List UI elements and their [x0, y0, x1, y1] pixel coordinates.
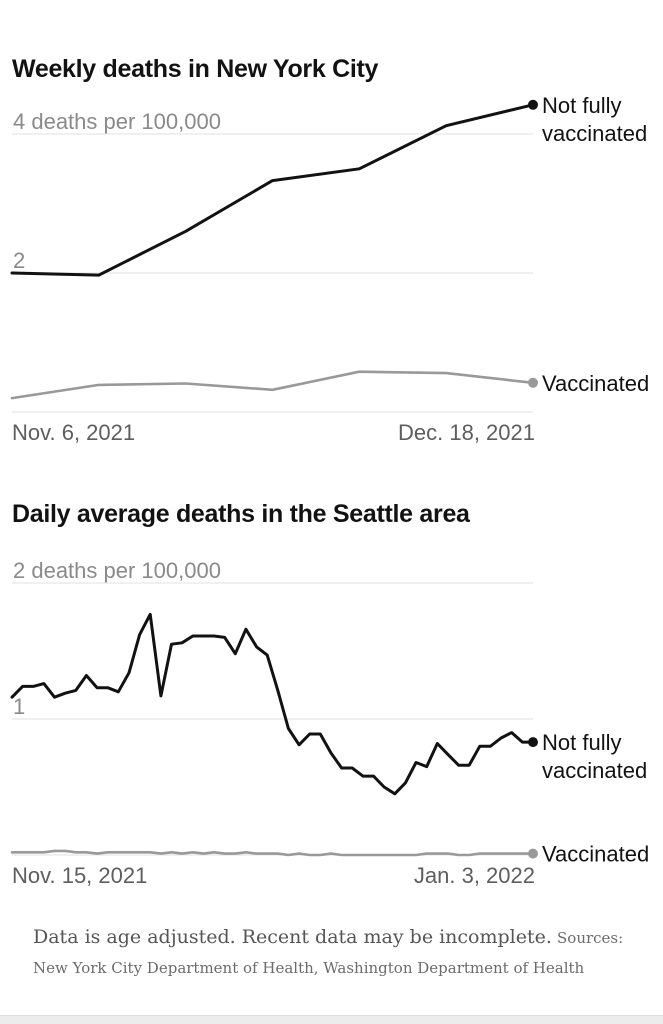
y-tick-label: 4 deaths per 100,000: [13, 109, 221, 134]
y-tick-label: 2 deaths per 100,000: [13, 558, 221, 583]
seattle-chart: Daily average deaths in the Seattle area…: [0, 500, 663, 900]
nyc-chart-svg: 4 deaths per 100,000 2 Nov. 6, 2021 Dec. 18…: [10, 93, 649, 445]
end-marker-not-fully-vaccinated: [528, 99, 538, 110]
chart-title: Daily average deaths in the Seattle area: [12, 500, 470, 528]
x-tick-label: Jan. 3, 2022: [414, 863, 535, 888]
bottom-bar: [0, 1015, 663, 1024]
nyc-chart: Weekly deaths in New York City 4 deaths …: [0, 55, 663, 455]
x-tick-label: Dec. 18, 2021: [398, 420, 535, 445]
end-marker-not-fully-vaccinated: [528, 737, 538, 748]
seattle-chart-svg: 2 deaths per 100,000 1 Nov. 15, 2021 Jan. 3…: [10, 558, 649, 888]
chart-title: Weekly deaths in New York City: [12, 55, 379, 83]
series-label-not-fully-vaccinated: Not fully vaccinated: [542, 730, 647, 783]
footer-note: Data is age adjusted. Recent data may be…: [33, 926, 552, 948]
series-line-not-fully-vaccinated: [10, 103, 535, 277]
x-tick-label: Nov. 15, 2021: [12, 863, 147, 888]
series-line-not-fully-vaccinated: [10, 612, 535, 796]
x-tick-label: Nov. 6, 2021: [12, 420, 135, 445]
series-label-vaccinated: Vaccinated: [542, 371, 649, 396]
y-tick-label: 1: [13, 694, 25, 719]
footer: Data is age adjusted. Recent data may be…: [33, 922, 633, 983]
series-line-vaccinated: [10, 849, 535, 857]
y-tick-label: 2: [13, 248, 25, 273]
footer-sources: Sources: New York City Department of Hea…: [33, 929, 624, 977]
series-line-vaccinated: [10, 370, 535, 400]
series-label-not-fully-vaccinated: Not fully vaccinated: [542, 93, 647, 146]
end-marker-vaccinated: [528, 848, 538, 859]
end-marker-vaccinated: [528, 377, 538, 388]
series-label-vaccinated: Vaccinated: [542, 842, 649, 867]
